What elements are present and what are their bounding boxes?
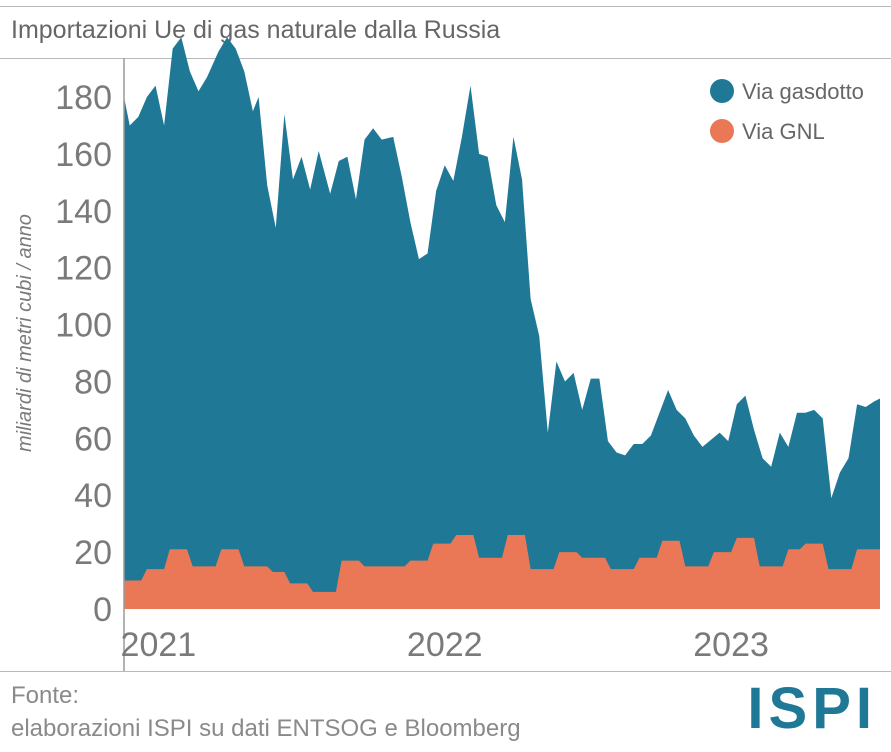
y-axis-ticks: 0 20 40 60 80 100 120 140 160 180 bbox=[55, 79, 112, 629]
y-tick-label: 140 bbox=[55, 193, 112, 231]
series-area-pipeline bbox=[124, 37, 880, 610]
ispi-logo: ISPI bbox=[747, 676, 877, 741]
y-axis-label: miliardi di metri cubi / anno bbox=[14, 214, 36, 452]
x-axis-ticks: 2021 2022 2023 bbox=[121, 626, 769, 664]
chart-title: Importazioni Ue di gas naturale dalla Ru… bbox=[11, 16, 501, 44]
y-tick-label: 160 bbox=[55, 136, 112, 174]
legend-swatch bbox=[710, 119, 734, 143]
legend-label: Via GNL bbox=[742, 119, 825, 144]
legend: Via gasdotto Via GNL bbox=[710, 79, 864, 144]
legend-swatch bbox=[710, 79, 734, 103]
y-tick-label: 40 bbox=[74, 477, 112, 515]
source-note: Fonte: elaborazioni ISPI su dati ENTSOG … bbox=[11, 679, 521, 745]
source-text: elaborazioni ISPI su dati ENTSOG e Bloom… bbox=[11, 715, 521, 742]
y-tick-label: 0 bbox=[93, 591, 112, 629]
series-area-lng bbox=[124, 535, 880, 609]
y-tick-label: 20 bbox=[74, 534, 112, 572]
y-tick-label: 100 bbox=[55, 307, 112, 345]
x-tick-label: 2023 bbox=[693, 626, 769, 664]
bottom-rule bbox=[0, 671, 891, 672]
title-rule bbox=[0, 58, 891, 59]
y-tick-label: 60 bbox=[74, 420, 112, 458]
top-rule bbox=[0, 6, 891, 7]
y-tick-label: 180 bbox=[55, 79, 112, 117]
y-tick-label: 120 bbox=[55, 250, 112, 288]
x-tick-label: 2022 bbox=[407, 626, 483, 664]
legend-label: Via gasdotto bbox=[742, 79, 864, 104]
series-layer bbox=[124, 37, 880, 610]
y-tick-label: 80 bbox=[74, 363, 112, 401]
source-label: Fonte: bbox=[11, 682, 80, 709]
x-tick-label: 2021 bbox=[121, 626, 197, 664]
